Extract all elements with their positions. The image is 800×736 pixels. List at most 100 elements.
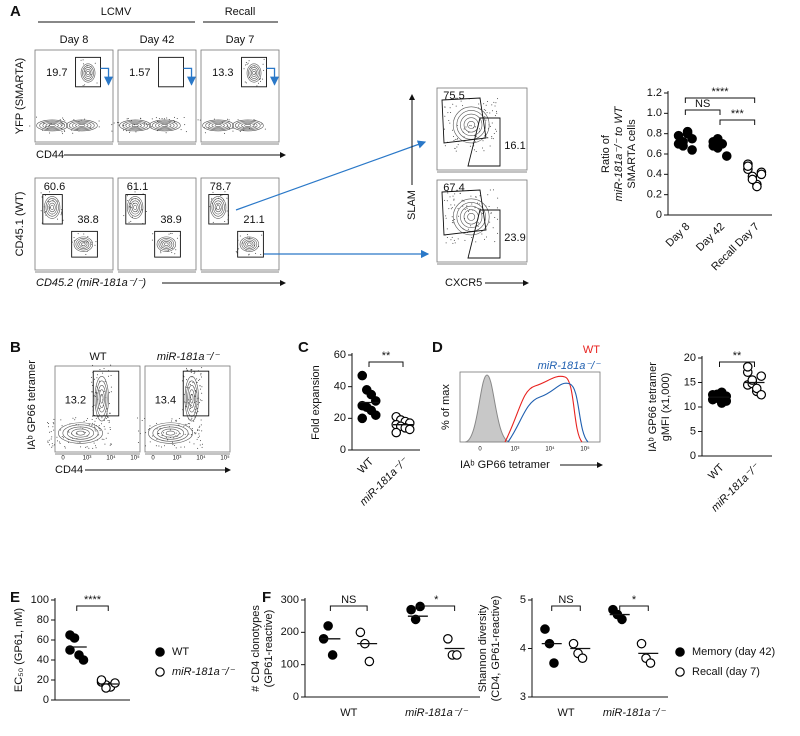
flow-dot xyxy=(95,417,97,419)
flow-dot xyxy=(489,221,491,223)
flow-dot xyxy=(492,138,494,140)
flow-dot xyxy=(484,116,486,118)
flow-dot xyxy=(103,438,105,440)
flow-dot xyxy=(190,398,192,400)
flow-dot xyxy=(167,439,169,441)
flow-dot xyxy=(450,239,452,241)
flow-dot xyxy=(44,194,46,196)
flow-dot xyxy=(191,368,193,370)
flow-dot xyxy=(190,369,192,371)
flow-dot xyxy=(445,217,447,219)
flow-dot xyxy=(224,132,226,134)
y-tick-label: 40 xyxy=(37,654,49,666)
flow-dot xyxy=(150,126,152,128)
flow-dot xyxy=(85,420,87,422)
flow-dot xyxy=(491,122,493,124)
contour xyxy=(210,196,227,219)
y-tick-label: 0.4 xyxy=(647,168,662,180)
flow-dot xyxy=(464,208,466,210)
flow-dot xyxy=(457,144,459,146)
flow-dot xyxy=(201,386,203,388)
gate xyxy=(75,56,101,88)
contour xyxy=(84,69,92,77)
flow-dot xyxy=(35,116,37,118)
flow-dot xyxy=(74,419,76,421)
flow-dot xyxy=(84,84,86,86)
flow-dot xyxy=(104,428,106,430)
contour xyxy=(44,196,61,219)
contour xyxy=(148,422,193,444)
flow-dot xyxy=(178,418,180,420)
flow-dot xyxy=(110,443,112,445)
contour xyxy=(48,202,56,213)
data-point xyxy=(742,362,753,372)
contour xyxy=(58,422,103,444)
flow-dot xyxy=(201,367,203,369)
flow-dot xyxy=(179,433,181,435)
flow-dot xyxy=(491,104,493,106)
flow-dot xyxy=(98,434,100,436)
flow-dot xyxy=(467,210,469,212)
contour xyxy=(460,205,483,229)
flow-dot xyxy=(99,430,101,432)
x-tick-label: miR-181a⁻/⁻ xyxy=(405,707,469,719)
legend-entry: WT xyxy=(172,646,189,658)
flow-dot xyxy=(62,133,64,135)
contour xyxy=(45,198,59,217)
flow-dot xyxy=(495,130,497,132)
significance: *** xyxy=(731,108,745,120)
flow-dot xyxy=(188,426,190,428)
flow-dot xyxy=(107,420,109,422)
flow-dot xyxy=(169,429,171,431)
gate-value: 16.1 xyxy=(504,140,525,152)
contour xyxy=(73,236,94,252)
flow-dot xyxy=(92,415,94,417)
day-label: Day 8 xyxy=(60,34,89,46)
flow-dot xyxy=(161,118,163,120)
flow-dot xyxy=(465,126,467,128)
panel-letter: D xyxy=(432,339,443,356)
flow-dot xyxy=(48,444,50,446)
flow-dot xyxy=(198,379,200,381)
flow-dot xyxy=(199,440,201,442)
axis-label: SLAM xyxy=(406,190,418,220)
flow-dot xyxy=(82,59,84,61)
significance: NS xyxy=(695,98,710,110)
flow-dot xyxy=(137,441,139,443)
flow-dot xyxy=(451,236,453,238)
flow-dot xyxy=(496,218,498,220)
panel-letter: A xyxy=(10,3,21,20)
flow-dot xyxy=(160,252,162,254)
flow-dot xyxy=(186,424,188,426)
flow-dot xyxy=(185,367,187,369)
flow-dot xyxy=(173,116,175,118)
contour xyxy=(211,122,225,128)
flow-dot xyxy=(185,379,187,381)
flow-dot xyxy=(141,209,143,211)
contour xyxy=(125,121,145,130)
y-tick-label: 20 xyxy=(684,352,696,364)
flow-dot xyxy=(174,253,176,255)
contour xyxy=(50,204,55,210)
flow-tick: 10⁵ xyxy=(220,455,230,462)
flow-dot xyxy=(52,422,54,424)
flow-dot xyxy=(110,364,112,366)
flow-tick: 0 xyxy=(61,456,65,462)
y-axis-label: SMARTA cells xyxy=(626,119,638,189)
flow-dot xyxy=(191,427,193,429)
axis-label: CD45.1 (WT) xyxy=(14,192,26,257)
flow-dot xyxy=(170,420,172,422)
flow-dot xyxy=(227,118,229,120)
flow-dot xyxy=(64,120,66,122)
y-tick-label: 20 xyxy=(37,674,49,686)
flow-dot xyxy=(159,427,161,429)
flow-dot xyxy=(456,139,458,141)
y-tick-label: 4 xyxy=(520,642,526,654)
contour xyxy=(161,124,169,127)
flow-dot xyxy=(49,132,51,134)
flow-dot xyxy=(53,429,55,431)
flow-dot xyxy=(204,132,206,134)
flow-dot xyxy=(450,204,452,206)
flow-dot xyxy=(174,444,176,446)
